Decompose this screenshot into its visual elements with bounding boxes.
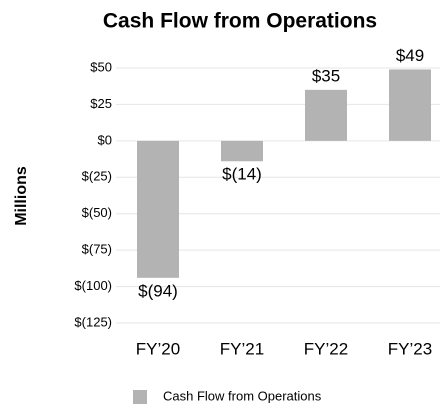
y-tick-label: $0 (98, 132, 112, 147)
x-tick-label: FY’20 (136, 339, 180, 358)
legend-swatch (133, 390, 147, 404)
data-label: $35 (312, 66, 340, 85)
y-tick-label: $(100) (74, 278, 112, 293)
bar (305, 89, 347, 141)
x-tick-label: FY’21 (220, 339, 264, 358)
chart-title: Cash Flow from Operations (103, 10, 377, 33)
y-tick-label: $(125) (74, 314, 112, 329)
y-tick-label: $(75) (82, 242, 112, 257)
data-label: $(14) (222, 165, 262, 184)
y-tick-label: $50 (90, 59, 112, 74)
bar (221, 140, 263, 162)
bar (389, 69, 431, 141)
x-tick-label: FY’22 (304, 339, 348, 358)
y-axis-label: Millions (13, 166, 30, 226)
data-label: $49 (396, 46, 424, 65)
data-label: $(94) (138, 281, 178, 300)
legend-label: Cash Flow from Operations (163, 388, 322, 403)
y-tick-label: $(25) (82, 169, 112, 184)
bar (137, 140, 179, 278)
x-tick-label: FY’23 (388, 339, 432, 358)
y-tick-label: $25 (90, 96, 112, 111)
y-tick-label: $(50) (82, 205, 112, 220)
